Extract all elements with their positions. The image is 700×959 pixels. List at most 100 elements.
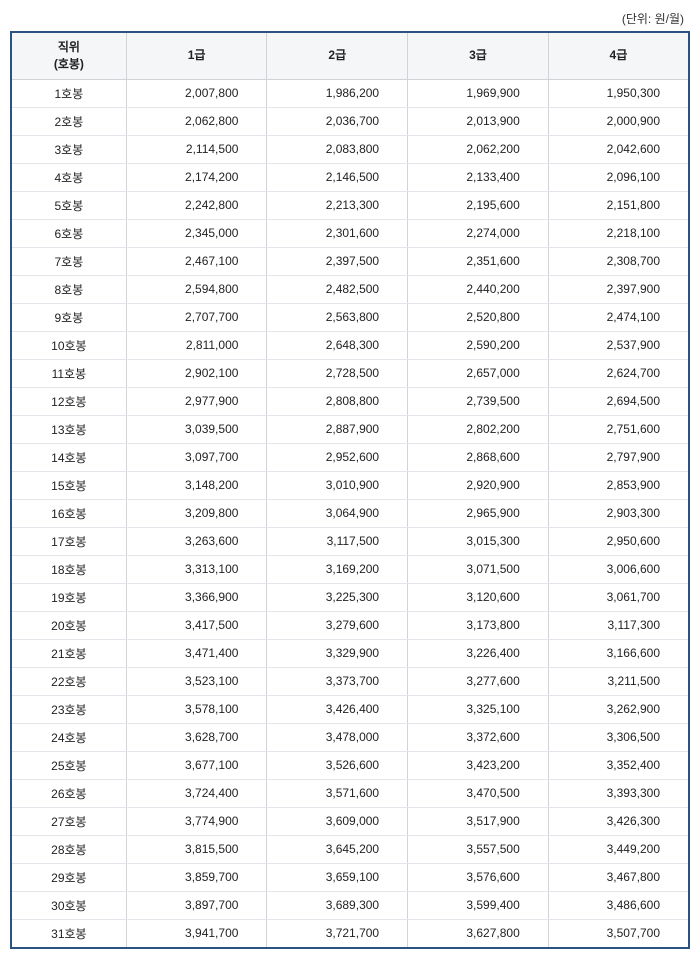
header-grade2: 2급: [267, 32, 408, 79]
cell-value: 3,815,500: [126, 835, 267, 863]
cell-value: 2,482,500: [267, 275, 408, 303]
table-row: 18호봉3,313,1003,169,2003,071,5003,006,600: [11, 555, 689, 583]
row-label: 14호봉: [11, 443, 126, 471]
cell-value: 3,526,600: [267, 751, 408, 779]
cell-value: 2,920,900: [408, 471, 549, 499]
cell-value: 3,423,200: [408, 751, 549, 779]
table-row: 12호봉2,977,9002,808,8002,739,5002,694,500: [11, 387, 689, 415]
table-row: 10호봉2,811,0002,648,3002,590,2002,537,900: [11, 331, 689, 359]
cell-value: 3,225,300: [267, 583, 408, 611]
cell-value: 2,520,800: [408, 303, 549, 331]
row-label: 11호봉: [11, 359, 126, 387]
cell-value: 3,576,600: [408, 863, 549, 891]
cell-value: 2,977,900: [126, 387, 267, 415]
cell-value: 2,590,200: [408, 331, 549, 359]
row-label: 9호봉: [11, 303, 126, 331]
cell-value: 3,599,400: [408, 891, 549, 919]
cell-value: 2,707,700: [126, 303, 267, 331]
row-label: 24호봉: [11, 723, 126, 751]
cell-value: 2,563,800: [267, 303, 408, 331]
cell-value: 2,000,900: [548, 107, 689, 135]
cell-value: 3,352,400: [548, 751, 689, 779]
table-row: 9호봉2,707,7002,563,8002,520,8002,474,100: [11, 303, 689, 331]
cell-value: 3,426,400: [267, 695, 408, 723]
cell-value: 2,594,800: [126, 275, 267, 303]
cell-value: 3,226,400: [408, 639, 549, 667]
table-row: 20호봉3,417,5003,279,6003,173,8003,117,300: [11, 611, 689, 639]
cell-value: 3,486,600: [548, 891, 689, 919]
cell-value: 2,308,700: [548, 247, 689, 275]
cell-value: 2,114,500: [126, 135, 267, 163]
table-row: 30호봉3,897,7003,689,3003,599,4003,486,600: [11, 891, 689, 919]
table-row: 14호봉3,097,7002,952,6002,868,6002,797,900: [11, 443, 689, 471]
row-label: 2호봉: [11, 107, 126, 135]
row-label: 13호봉: [11, 415, 126, 443]
cell-value: 2,965,900: [408, 499, 549, 527]
cell-value: 3,373,700: [267, 667, 408, 695]
cell-value: 2,811,000: [126, 331, 267, 359]
row-label: 27호봉: [11, 807, 126, 835]
row-label: 1호봉: [11, 79, 126, 107]
row-label: 31호봉: [11, 919, 126, 948]
cell-value: 3,006,600: [548, 555, 689, 583]
cell-value: 3,627,800: [408, 919, 549, 948]
cell-value: 3,211,500: [548, 667, 689, 695]
table-row: 28호봉3,815,5003,645,2003,557,5003,449,200: [11, 835, 689, 863]
cell-value: 3,941,700: [126, 919, 267, 948]
cell-value: 3,659,100: [267, 863, 408, 891]
cell-value: 2,042,600: [548, 135, 689, 163]
table-row: 19호봉3,366,9003,225,3003,120,6003,061,700: [11, 583, 689, 611]
cell-value: 3,262,900: [548, 695, 689, 723]
cell-value: 3,897,700: [126, 891, 267, 919]
row-label: 21호봉: [11, 639, 126, 667]
cell-value: 3,279,600: [267, 611, 408, 639]
cell-value: 2,903,300: [548, 499, 689, 527]
unit-label: (단위: 원/월): [10, 10, 690, 27]
row-label: 16호봉: [11, 499, 126, 527]
cell-value: 3,393,300: [548, 779, 689, 807]
row-label: 5호봉: [11, 191, 126, 219]
table-row: 8호봉2,594,8002,482,5002,440,2002,397,900: [11, 275, 689, 303]
cell-value: 2,397,900: [548, 275, 689, 303]
cell-value: 3,277,600: [408, 667, 549, 695]
cell-value: 3,372,600: [408, 723, 549, 751]
cell-value: 2,950,600: [548, 527, 689, 555]
cell-value: 3,417,500: [126, 611, 267, 639]
row-label: 17호봉: [11, 527, 126, 555]
table-row: 25호봉3,677,1003,526,6003,423,2003,352,400: [11, 751, 689, 779]
cell-value: 3,209,800: [126, 499, 267, 527]
cell-value: 2,036,700: [267, 107, 408, 135]
cell-value: 2,868,600: [408, 443, 549, 471]
cell-value: 3,015,300: [408, 527, 549, 555]
row-label: 25호봉: [11, 751, 126, 779]
cell-value: 2,808,800: [267, 387, 408, 415]
row-label: 20호봉: [11, 611, 126, 639]
cell-value: 2,657,000: [408, 359, 549, 387]
cell-value: 3,507,700: [548, 919, 689, 948]
row-label: 22호봉: [11, 667, 126, 695]
cell-value: 2,013,900: [408, 107, 549, 135]
cell-value: 2,007,800: [126, 79, 267, 107]
cell-value: 2,902,100: [126, 359, 267, 387]
cell-value: 3,677,100: [126, 751, 267, 779]
cell-value: 2,351,600: [408, 247, 549, 275]
cell-value: 2,062,800: [126, 107, 267, 135]
row-label: 8호봉: [11, 275, 126, 303]
row-label: 29호봉: [11, 863, 126, 891]
cell-value: 3,774,900: [126, 807, 267, 835]
cell-value: 3,120,600: [408, 583, 549, 611]
cell-value: 2,751,600: [548, 415, 689, 443]
cell-value: 3,097,700: [126, 443, 267, 471]
row-label: 23호봉: [11, 695, 126, 723]
cell-value: 3,724,400: [126, 779, 267, 807]
table-row: 4호봉2,174,2002,146,5002,133,4002,096,100: [11, 163, 689, 191]
cell-value: 2,133,400: [408, 163, 549, 191]
table-row: 27호봉3,774,9003,609,0003,517,9003,426,300: [11, 807, 689, 835]
cell-value: 3,325,100: [408, 695, 549, 723]
cell-value: 1,969,900: [408, 79, 549, 107]
cell-value: 3,263,600: [126, 527, 267, 555]
cell-value: 2,797,900: [548, 443, 689, 471]
cell-value: 3,061,700: [548, 583, 689, 611]
cell-value: 3,517,900: [408, 807, 549, 835]
row-label: 26호봉: [11, 779, 126, 807]
